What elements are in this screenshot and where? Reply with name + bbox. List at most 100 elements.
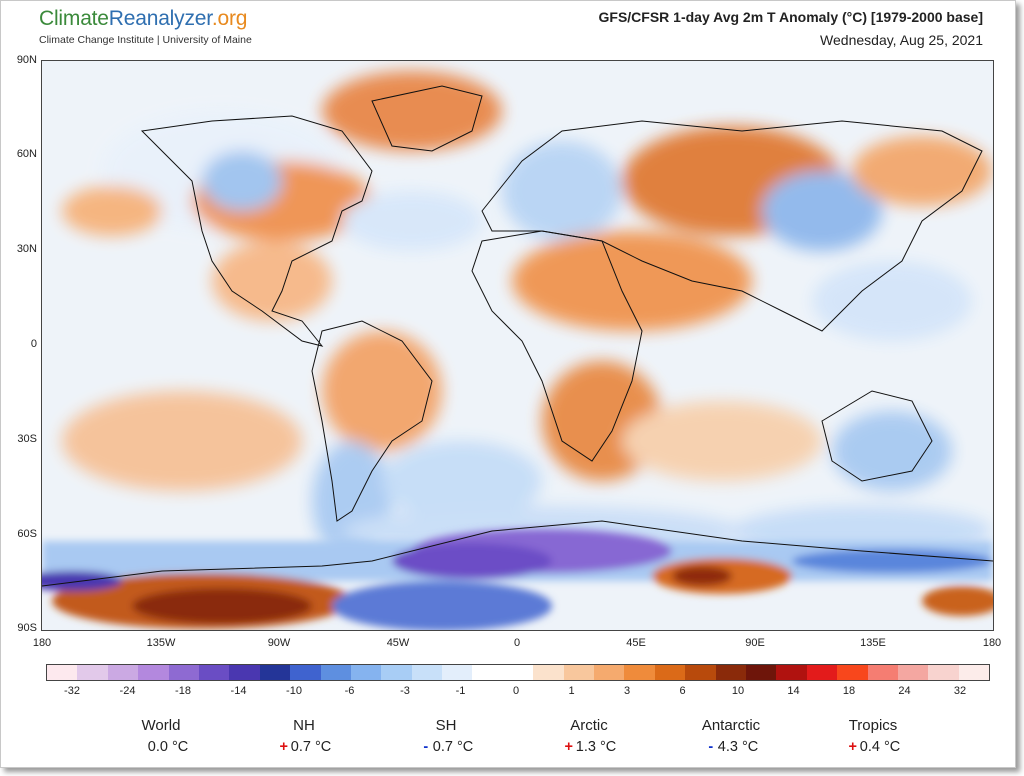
color-scale-tick-label: -6 [344,685,355,697]
antarctica-outline [42,520,993,587]
color-scale-tick-label: 1 [568,685,575,697]
stat-value: -0.7 °C [386,739,506,755]
color-scale-tick-label: 32 [953,685,967,697]
color-swatch [776,665,807,680]
south-america-outline [311,320,433,522]
logo-text-climate: Climate [39,7,109,30]
lon-label-45e: 45E [626,637,646,649]
logo-text-org: .org [211,7,248,30]
color-swatch [624,665,655,680]
color-scale-tick-label: -10 [286,685,302,697]
color-scale-tick-label: -14 [230,685,247,697]
color-swatch [411,665,443,680]
color-scale-tick-label: 3 [623,685,631,697]
color-swatch [47,665,78,680]
eurasia-outline [481,120,983,332]
color-swatch [685,665,716,680]
color-scale-tick-label: 0 [512,685,520,697]
stat-label: Tropics [848,717,898,734]
stat-number: 1.3 °C [575,739,617,755]
color-swatch [259,665,291,680]
stat-sign: - [708,739,714,755]
color-scale-tick-label: -24 [119,685,136,697]
stat-value: 0.0 °C [101,739,221,755]
color-swatch [472,665,503,680]
australia-outline [821,390,933,482]
africa-outline [471,230,643,462]
color-scale-tick-label: -3 [400,685,410,697]
color-swatch [715,665,746,680]
affiliation: Climate Change Institute | University of… [39,34,252,46]
stat-number: 4.3 °C [717,739,759,755]
color-scale-tick-label: -18 [175,685,191,697]
lon-label-0: 0 [513,637,521,649]
lat-label-0: 0 [30,338,37,350]
color-swatch [594,665,625,680]
color-swatch [290,665,321,680]
color-scale-bar [46,664,990,681]
stat-number: 0.7 °C [290,739,332,755]
color-swatch [745,665,777,680]
color-swatch [897,665,929,680]
color-swatch [958,665,990,680]
stat-label: World [141,717,181,734]
color-swatch [198,665,230,680]
stat-sign: - [423,739,429,755]
stat-arctic: Arctic +1.3 °C [529,717,649,755]
color-scale-tick-label: -32 [64,685,80,697]
stat-number: 0.7 °C [432,739,474,755]
color-scale-tick-label: 14 [787,685,800,697]
color-scale-tick-label: 18 [842,685,856,697]
lon-label-90e: 90E [745,637,765,649]
color-swatch [502,665,534,680]
color-swatch [381,665,412,680]
color-swatch [138,665,169,680]
map-title: GFS/CFSR 1-day Avg 2m T Anomaly (°C) [19… [598,9,984,25]
lon-label-45w: 45W [386,637,410,649]
stat-nh: NH +0.7 °C [244,717,364,755]
stat-world: World 0.0 °C [101,717,221,755]
site-logo[interactable]: ClimateReanalyzer.org [39,7,247,31]
stat-label: NH [293,717,315,734]
color-swatch [168,665,199,680]
map-date: Wednesday, Aug 25, 2021 [820,32,983,48]
color-swatch [654,665,686,680]
stat-value: +1.3 °C [529,739,649,755]
stat-label: SH [435,717,457,734]
lon-label-180e: 180 [982,637,1002,649]
color-scale-tick-label: -1 [455,685,466,697]
stat-sh: SH -0.7 °C [386,717,506,755]
lon-label-90w: 90W [267,637,291,649]
color-swatch [928,665,959,680]
stat-number: 0.4 °C [859,739,901,755]
logo-text-reanalyzer: Reanalyzer [108,7,212,30]
north-america-outline [140,115,373,347]
color-swatch [533,665,564,680]
lon-label-180w: 180 [32,637,52,649]
anomaly-map[interactable] [41,60,994,631]
color-swatch [77,665,108,680]
stat-sign: + [848,739,857,755]
stat-label: Antarctic [701,717,761,734]
color-swatch [442,665,473,680]
color-swatch [320,665,351,680]
color-swatch [806,665,838,680]
lat-label-60n: 60N [16,148,37,160]
color-scale-tick-label: 10 [731,685,745,697]
stat-sign: + [279,739,288,755]
lat-label-60s: 60S [17,528,37,540]
color-swatch [350,665,382,680]
color-scale-tick-label: 6 [679,685,686,697]
stat-value: +0.7 °C [244,739,364,755]
lat-label-90s: 90S [17,622,37,634]
color-swatch [229,665,260,680]
lon-label-135e: 135E [860,637,886,649]
lat-label-30s: 30S [17,433,37,445]
stat-value: +0.4 °C [813,739,933,755]
stat-sign: + [564,739,573,755]
lon-label-135w: 135W [146,637,176,649]
lat-label-90n: 90N [16,54,37,66]
greenland-outline [371,85,483,152]
stat-number: 0.0 °C [147,739,189,755]
